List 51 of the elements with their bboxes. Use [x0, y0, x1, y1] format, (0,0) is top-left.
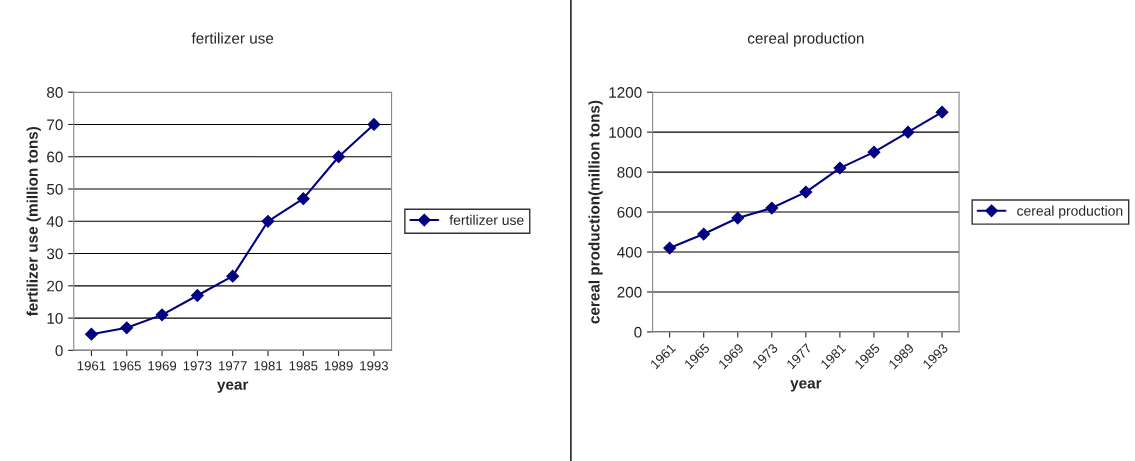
y-tick-label: 80: [47, 87, 63, 98]
point: [833, 161, 847, 175]
x-tick-label: 1993: [360, 361, 389, 371]
point: [765, 201, 779, 215]
x-tick-label: 1981: [254, 361, 283, 371]
point: [261, 214, 275, 228]
y-tick-label: 1200: [609, 87, 642, 98]
point: [799, 185, 813, 199]
point: [367, 118, 381, 131]
y-axis-title: cereal production(million tons): [588, 100, 603, 324]
point: [155, 308, 169, 322]
x-tick-label: 1985: [289, 361, 318, 371]
y-tick-label: 10: [47, 312, 63, 324]
y-tick-label: 0: [55, 345, 63, 357]
point: [120, 321, 134, 335]
y-tick-label: 50: [46, 183, 63, 195]
x-tick-label: 1989: [324, 361, 353, 371]
x-axis-title: year: [217, 381, 249, 393]
point: [190, 289, 204, 302]
x-tick-label: 1973: [183, 361, 212, 371]
y-tick-label: 70: [47, 119, 63, 131]
y-tick-label: 20: [47, 280, 63, 292]
y-tick-label: 0: [634, 326, 642, 338]
x-tick-label: 1969: [148, 361, 177, 371]
y-axis-title: fertilizer use (million tons): [26, 126, 41, 317]
x-tick-label: 1977: [219, 361, 247, 371]
y-tick-label: 800: [617, 166, 642, 178]
point: [226, 269, 240, 283]
y-tick-label: 40: [46, 216, 63, 227]
y-tick-label: 200: [617, 286, 642, 298]
point: [867, 145, 881, 159]
chart-title: fertilizer use: [191, 32, 274, 44]
point: [697, 227, 711, 241]
point: [935, 105, 949, 119]
point: [663, 241, 677, 255]
point: [85, 327, 98, 341]
x-tick-label: 1965: [113, 361, 141, 371]
legend-label: fertilizer use: [449, 214, 524, 226]
point: [731, 211, 745, 225]
point: [332, 150, 346, 164]
y-tick-label: 30: [46, 248, 63, 260]
point: [901, 125, 915, 139]
x-axis-title: year: [790, 380, 822, 392]
y-tick-label: 60: [47, 151, 63, 163]
y-tick-label: 600: [617, 206, 642, 218]
chart-title: cereal production: [747, 32, 864, 47]
point: [296, 192, 310, 206]
legend-label: cereal production: [1017, 205, 1123, 219]
x-tick-label: 1961: [77, 361, 106, 371]
y-tick-label: 1000: [609, 127, 642, 138]
y-tick-label: 400: [617, 246, 642, 258]
